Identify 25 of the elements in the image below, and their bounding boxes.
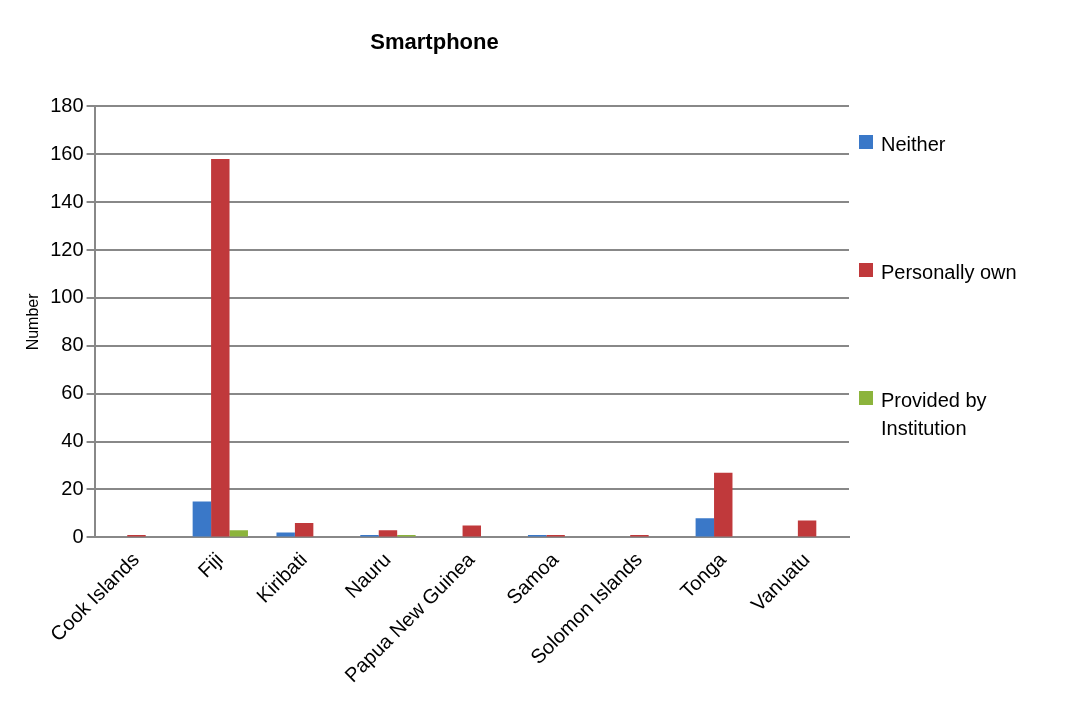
bar [695, 518, 715, 537]
bar [378, 530, 398, 537]
y-axis-title: Number [24, 292, 42, 351]
bar [211, 159, 230, 537]
x-tick-label: Fiji [193, 548, 228, 582]
bar [714, 472, 733, 537]
y-tick-label: 20 [61, 477, 84, 500]
legend-label: Provided by Institution [881, 388, 988, 441]
bar [294, 523, 314, 537]
y-tick-label: 100 [50, 285, 84, 308]
legend-label: Personally own [881, 260, 1017, 285]
y-tick-label: 0 [72, 524, 84, 547]
y-tick-label: 160 [50, 141, 84, 164]
chart-title: Smartphone [370, 29, 499, 55]
y-tick-label: 120 [50, 237, 84, 260]
bar [797, 520, 817, 537]
y-tick-label: 180 [50, 93, 84, 116]
y-tick-label: 140 [50, 189, 84, 212]
bar [192, 501, 212, 537]
y-tick-label: 80 [61, 333, 84, 356]
y-tick-label: 60 [61, 381, 84, 404]
bar [229, 530, 248, 537]
bar [462, 525, 482, 537]
y-tick-label: 40 [61, 429, 84, 452]
legend-label: Neither [881, 132, 946, 157]
